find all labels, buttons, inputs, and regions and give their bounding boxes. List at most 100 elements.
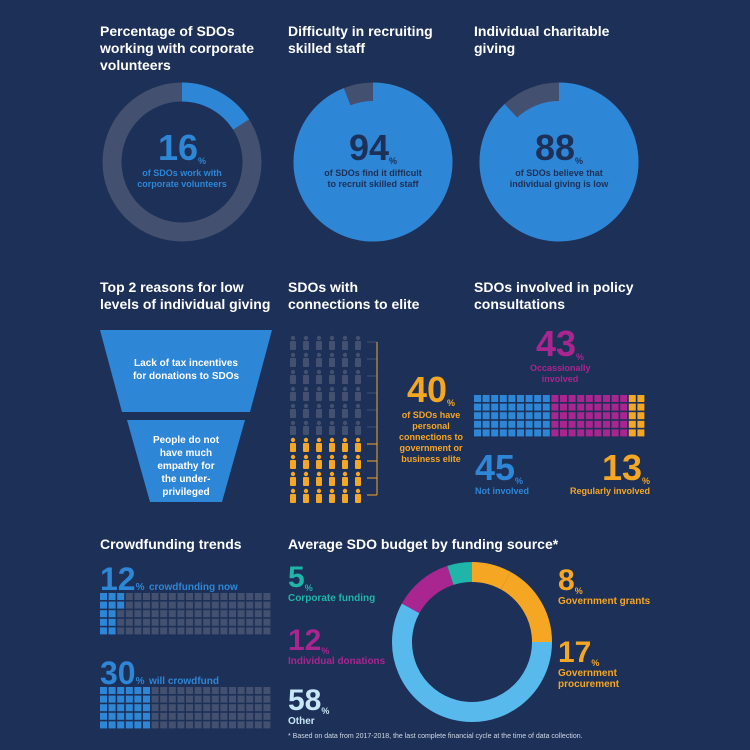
crowd-now-cell [246,618,254,626]
crowd-will-cell [160,695,168,703]
policy-cell [560,420,567,428]
policy-cell [551,403,559,411]
crowd-now-cell [100,627,107,635]
crowd-will-cell [186,695,193,703]
crowd-will-cell [134,687,142,694]
policy-cell [517,395,524,402]
donut3-title: Individual charitable giving [474,23,610,56]
policy-cell [508,420,516,428]
policy-occasionally-value: 43 [535,323,577,364]
donut3-chart [479,82,639,242]
policy-cell [508,429,516,437]
budget-procurement: 17% Government procurement [558,638,638,691]
crowd-now-cell [229,627,236,635]
person-icon [316,471,322,486]
policy-cell [499,420,507,428]
person-icon [316,386,322,401]
person-icon [355,352,361,367]
crowd-now-cell [246,610,254,618]
crowd-will-cell [246,712,254,720]
person-icon [355,437,361,452]
policy-cell [482,403,490,411]
budget-other: 58% Other [288,686,329,728]
crowd-now-cell [117,618,125,626]
crowd-now-cell [177,627,185,635]
elite-title: SDOs with connections to elite [288,279,420,312]
crowd-will-cell [125,712,133,720]
crowd-will-cell [263,712,271,720]
policy-cell [534,429,542,437]
person-icon [342,352,348,367]
crowd-will-cell [229,695,236,703]
budget-slice-corporate [447,562,473,586]
funnel-top-segment [100,330,272,412]
policy-cell [611,403,619,411]
crowd-now-cell [160,618,168,626]
crowd-now-cell [211,593,219,600]
budget-corporate-value: 5 [288,561,305,594]
policy-cell [577,420,585,428]
crowd-now-cell [203,601,211,609]
crowd-will-cell [125,687,133,694]
crowd-will-cell [100,712,107,720]
crowd-will-cell [160,704,168,712]
crowd-now-cell [254,618,262,626]
person-icon [316,403,322,418]
person-icon [303,369,309,384]
policy-cell [577,403,585,411]
crowd-now-cell [237,618,245,626]
policy-cell [637,420,645,428]
policy-cell [568,403,576,411]
crowd-will-cell [203,704,211,712]
person-icon [355,420,361,435]
policy-cell [517,412,524,420]
person-icon [290,352,296,367]
person-icon [342,335,348,350]
crowd-now-cell [160,627,168,635]
crowd-will-cell [263,721,271,729]
donut1-label: 16% of SDOs work with corporate voluntee… [120,130,244,190]
policy-cell [585,420,593,428]
person-icon [290,369,296,384]
crowd-will-cell [237,712,245,720]
crowd-will-cell [194,687,202,694]
crowd-will-cell [108,721,116,729]
crowd-will-value: 30 [100,655,136,691]
policy-regularly: 13% Regularly involved [570,450,650,497]
donut2-value: 94 [348,127,390,168]
policy-cell [499,429,507,437]
crowd-now-cell [143,627,150,635]
crowd-will-cell [125,721,133,729]
crowd-will-cell [151,695,159,703]
crowd-will-cell [186,704,193,712]
budget-title: Average SDO budget by funding source* [288,536,559,552]
crowd-will-cell [194,712,202,720]
policy-cell [542,395,550,402]
crowd-now-cell [117,593,125,600]
crowd-will-cell [203,712,211,720]
crowd-now-cell [117,610,125,618]
policy-cell [542,429,550,437]
policy-cell [560,403,567,411]
policy-cell [585,403,593,411]
crowd-now-cell [229,601,236,609]
crowd-now-cell [160,610,168,618]
crowd-will-cell [211,687,219,694]
policy-cell [603,429,610,437]
person-icon [329,352,335,367]
policy-cell [534,420,542,428]
policy-cell [474,429,481,437]
crowd-now-cell [100,593,107,600]
crowd-now-cell [237,601,245,609]
policy-cell [637,403,645,411]
crowd-will-cell [143,704,150,712]
crowd-now-cell [177,610,185,618]
budget-grants: 8% Government grants [558,566,650,608]
crowd-will-cell [151,704,159,712]
crowd-will-cell [134,695,142,703]
crowd-will-cell [134,704,142,712]
crowd-now-cell [220,618,228,626]
policy-cell [560,412,567,420]
crowd-now-cell [117,601,125,609]
policy-cell [585,429,593,437]
